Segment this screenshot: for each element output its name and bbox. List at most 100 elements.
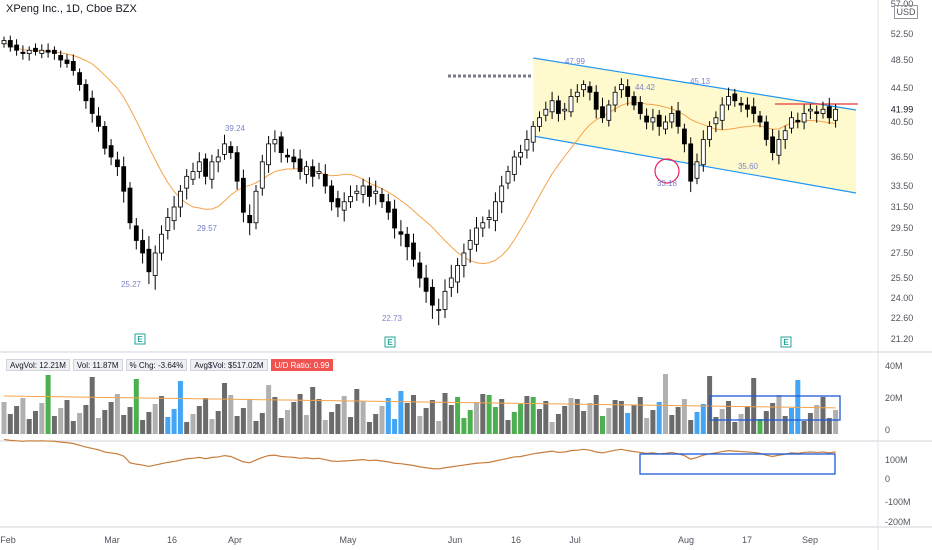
candle-body bbox=[694, 161, 700, 179]
candle-body bbox=[442, 290, 448, 310]
volume-bar bbox=[335, 404, 341, 434]
volume-bar bbox=[234, 416, 240, 434]
candle-body bbox=[581, 84, 586, 91]
candle-body bbox=[7, 40, 13, 48]
volume-bar bbox=[297, 394, 303, 434]
candle-body bbox=[663, 121, 668, 130]
candle-body bbox=[417, 262, 423, 279]
candle-body bbox=[789, 117, 794, 129]
volume-bar bbox=[826, 418, 832, 434]
candle-body bbox=[14, 44, 20, 51]
volume-bar bbox=[467, 410, 473, 434]
volume-bar bbox=[96, 418, 101, 434]
volume-bar bbox=[543, 401, 549, 434]
volume-bar bbox=[171, 409, 177, 434]
volume-bar bbox=[196, 406, 202, 434]
volume-bar bbox=[650, 410, 656, 434]
volume-bar bbox=[45, 375, 51, 434]
volume-bar bbox=[593, 395, 599, 434]
candle-body bbox=[612, 91, 618, 106]
candle-body bbox=[159, 233, 164, 254]
candle-body bbox=[719, 104, 725, 121]
volume-bar bbox=[39, 403, 45, 434]
candle-body bbox=[152, 252, 158, 276]
candle-body bbox=[115, 159, 120, 168]
candle-body bbox=[411, 242, 416, 260]
candle-body bbox=[656, 114, 662, 127]
candle-body bbox=[266, 143, 272, 166]
rs-axis-label: 100M bbox=[885, 455, 908, 465]
volume-bar bbox=[738, 414, 744, 434]
volume-bar bbox=[303, 415, 309, 434]
candle-body bbox=[102, 125, 108, 149]
volume-bar bbox=[159, 396, 164, 434]
volume-bar bbox=[310, 387, 316, 434]
candle-body bbox=[70, 61, 76, 71]
candle-body bbox=[190, 171, 196, 180]
volume-bar bbox=[600, 416, 605, 434]
volume-bar bbox=[291, 402, 297, 434]
volume-bar bbox=[341, 396, 347, 434]
stat-avgvol: AvgVol: 12.21M bbox=[6, 359, 70, 371]
volume-axis-label: 20M bbox=[885, 393, 903, 403]
volume-bar bbox=[618, 401, 624, 434]
volume-bar bbox=[392, 419, 398, 434]
candle-body bbox=[669, 113, 675, 123]
volume-bar bbox=[763, 411, 769, 434]
volume-bar bbox=[278, 418, 284, 434]
volume-bar bbox=[404, 403, 410, 434]
candle-body bbox=[310, 166, 316, 177]
volume-bar bbox=[285, 410, 290, 434]
volume-bar bbox=[203, 398, 209, 434]
candle-body bbox=[291, 156, 297, 163]
candle-body bbox=[644, 115, 649, 123]
candle-body bbox=[89, 97, 95, 114]
volume-bar bbox=[555, 414, 561, 434]
volume-bar bbox=[612, 400, 618, 434]
candle-body bbox=[348, 196, 353, 203]
candle-body bbox=[423, 277, 429, 292]
volume-bar bbox=[492, 407, 498, 434]
earnings-label: E bbox=[387, 338, 393, 347]
candle-body bbox=[165, 217, 171, 231]
volume-bar bbox=[820, 397, 826, 434]
candle-body bbox=[39, 49, 45, 54]
volume-bar bbox=[499, 399, 505, 434]
time-axis-label: Apr bbox=[228, 535, 242, 545]
candle-body bbox=[96, 115, 101, 127]
earnings-badge bbox=[134, 333, 146, 345]
rs-axis-label: -100M bbox=[885, 497, 911, 507]
currency-badge[interactable]: USD bbox=[894, 5, 918, 19]
candle-body bbox=[140, 240, 146, 254]
volume-bar bbox=[121, 415, 127, 434]
candle-body bbox=[518, 152, 523, 158]
channel-fill bbox=[533, 58, 856, 193]
volume-bar bbox=[656, 402, 662, 434]
candle-body bbox=[133, 225, 139, 241]
candle-body bbox=[682, 128, 687, 145]
volume-bar bbox=[114, 394, 120, 434]
time-axis-label: Mar bbox=[104, 535, 120, 545]
candle-body bbox=[511, 156, 517, 175]
volume-bar bbox=[694, 412, 700, 434]
candle-body bbox=[385, 201, 391, 213]
volume-bar bbox=[688, 420, 694, 434]
volume-bar bbox=[505, 420, 511, 434]
volume-bar bbox=[776, 395, 782, 434]
channel-upper-line bbox=[533, 57, 857, 111]
volume-bar bbox=[537, 409, 542, 434]
volume-bar bbox=[379, 406, 385, 434]
candle-body bbox=[486, 217, 492, 220]
last-price-label: 41.99 bbox=[891, 104, 914, 114]
candle-body bbox=[492, 201, 498, 222]
candle-body bbox=[808, 108, 813, 112]
candle-body bbox=[562, 108, 568, 112]
volume-bar bbox=[436, 421, 442, 434]
stat-vol: Vol: 11.87M bbox=[72, 359, 123, 371]
candle-body bbox=[549, 100, 555, 113]
pivot-label: 35.60 bbox=[738, 162, 759, 171]
candle-body bbox=[64, 59, 70, 64]
pivot-label: 44.42 bbox=[635, 83, 656, 92]
stat-avgdvol: Avg$Vol: $517.02M bbox=[190, 359, 268, 371]
candle-body bbox=[259, 161, 265, 189]
